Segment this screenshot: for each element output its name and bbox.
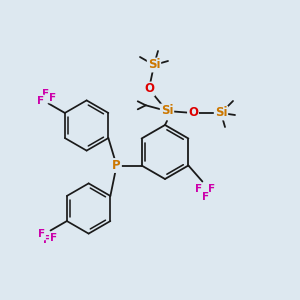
- Text: Si: Si: [148, 58, 160, 71]
- Text: Si: Si: [161, 104, 173, 118]
- Text: F: F: [202, 193, 209, 202]
- Text: F: F: [50, 233, 57, 244]
- Text: Si: Si: [215, 106, 227, 119]
- Text: F: F: [37, 95, 44, 106]
- Text: F: F: [43, 236, 50, 245]
- Text: F: F: [42, 88, 49, 98]
- Text: F: F: [38, 230, 45, 239]
- Text: F: F: [208, 184, 215, 194]
- Text: F: F: [49, 92, 56, 103]
- Text: O: O: [144, 82, 154, 95]
- Text: O: O: [188, 106, 198, 119]
- Text: P: P: [112, 159, 121, 172]
- Text: F: F: [195, 184, 202, 194]
